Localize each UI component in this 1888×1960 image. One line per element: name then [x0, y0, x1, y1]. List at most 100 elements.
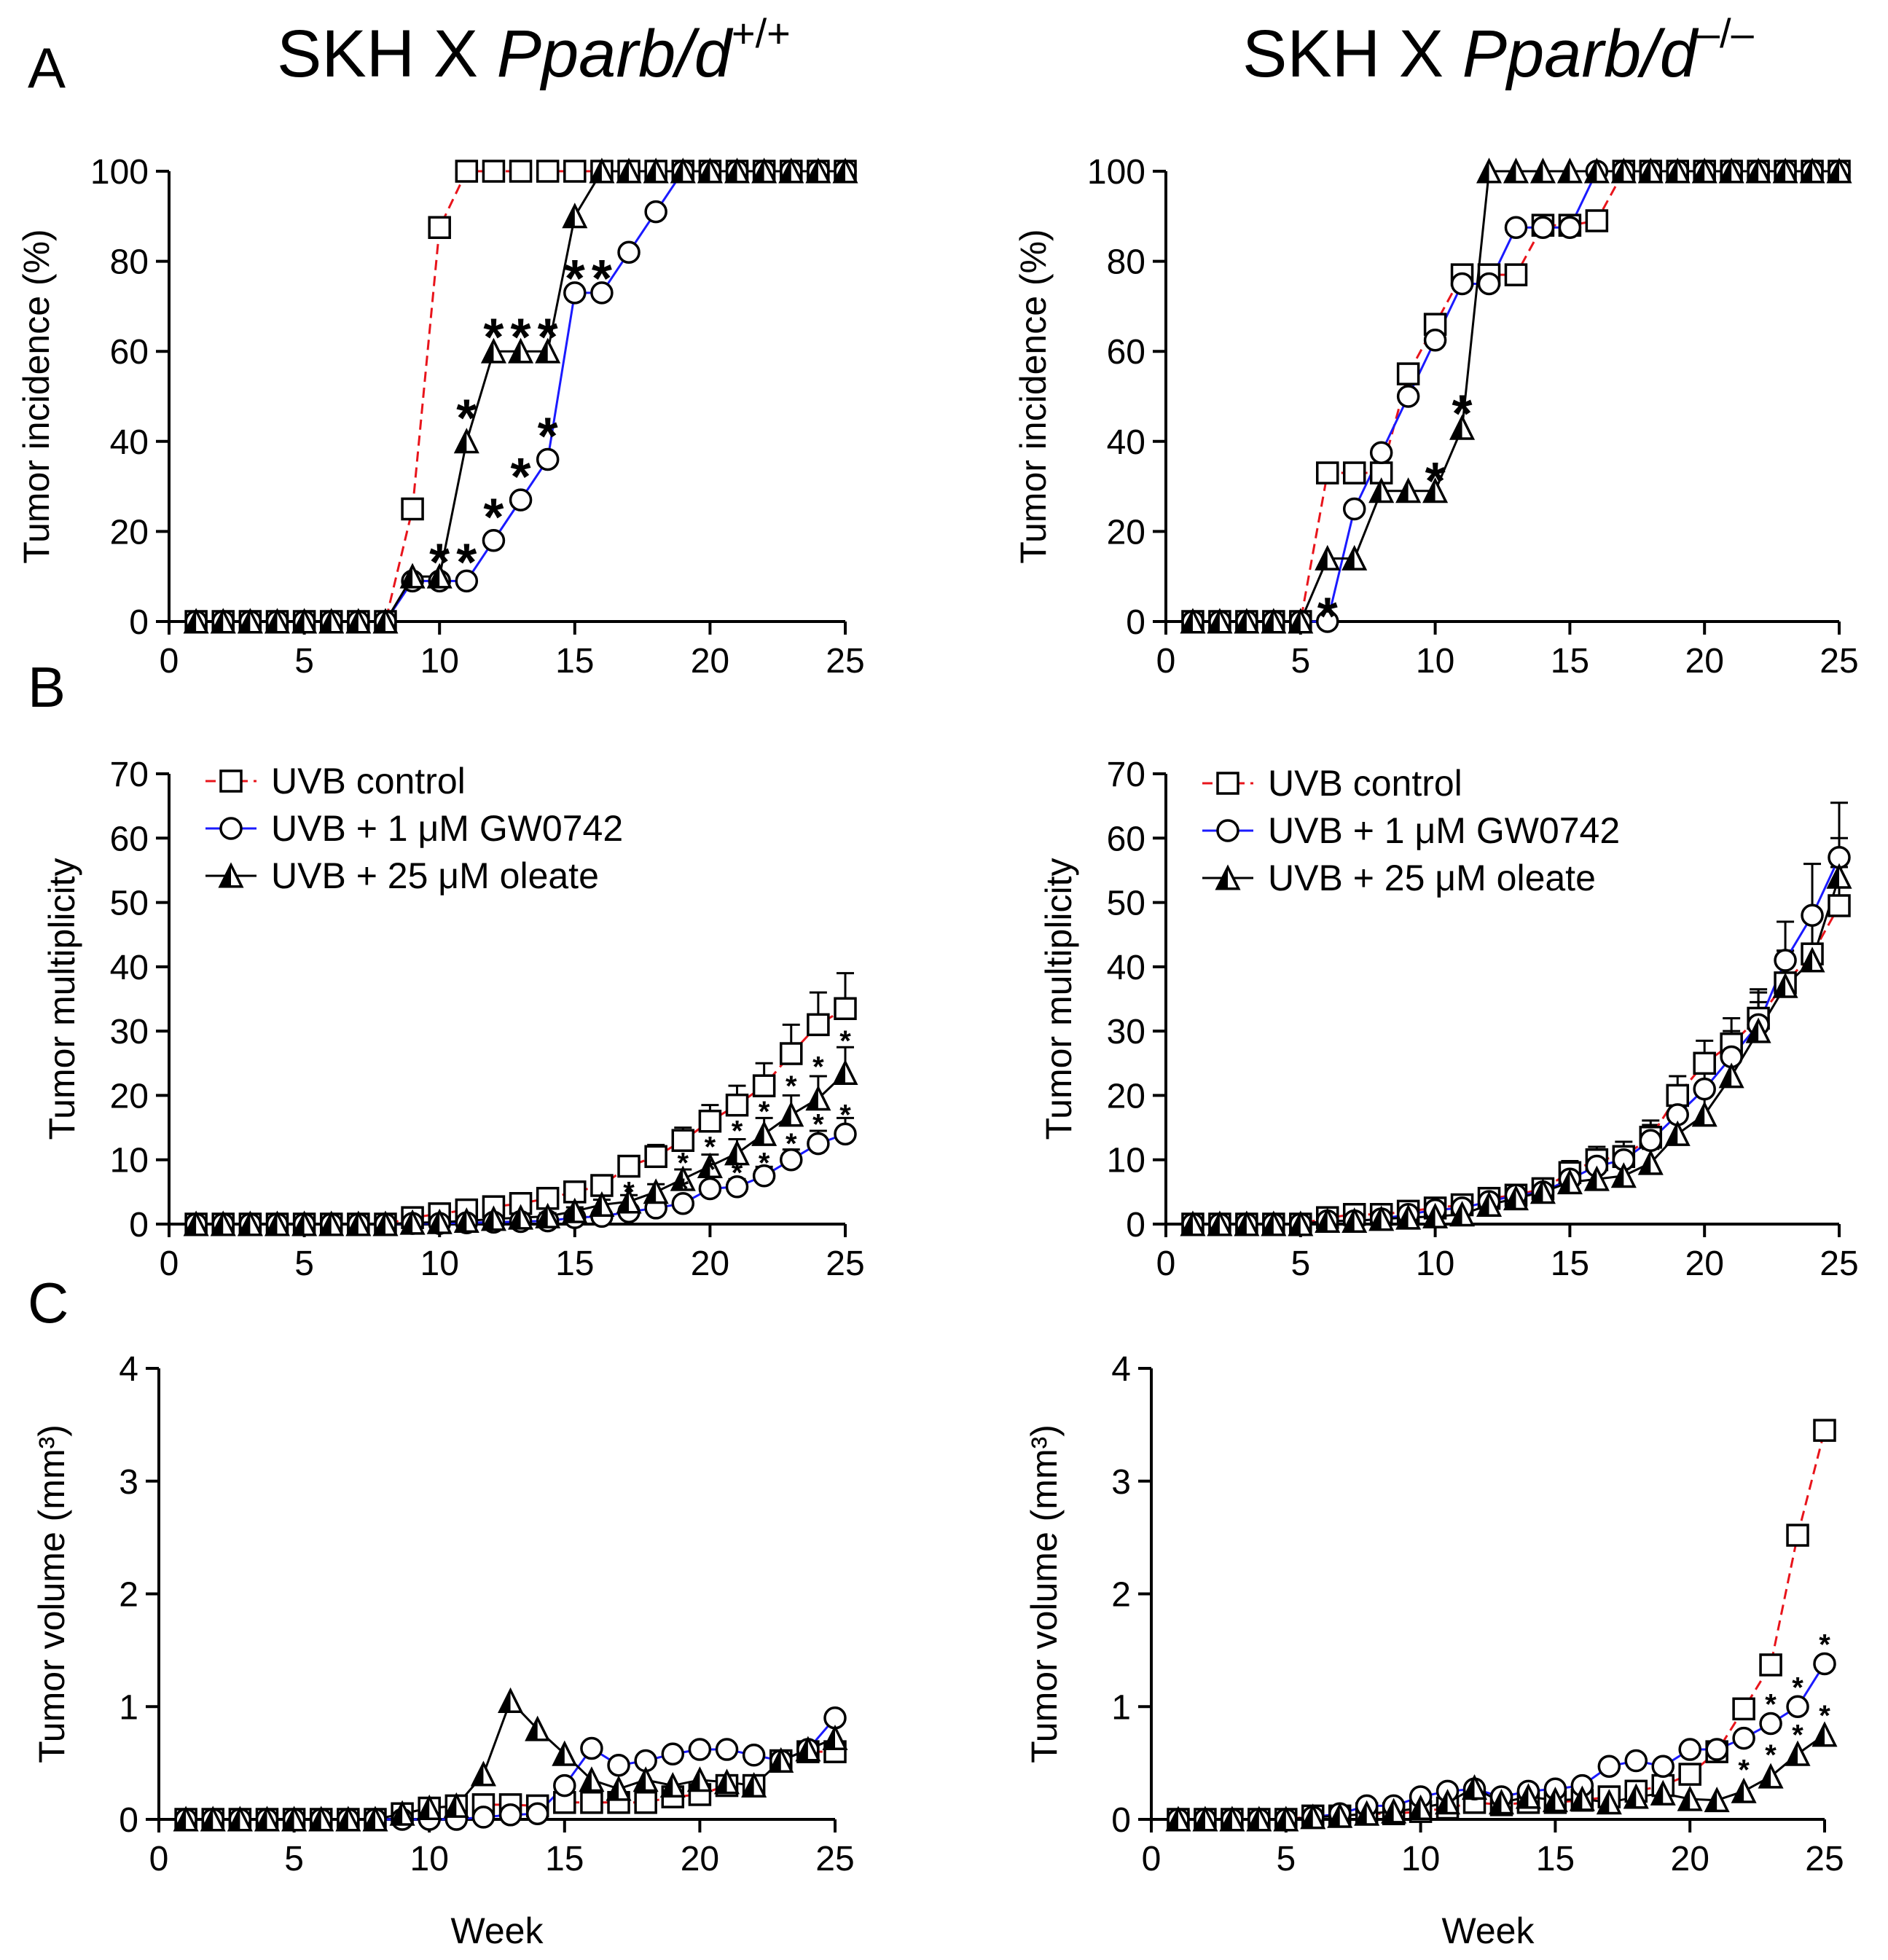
data-point-s2 — [1610, 1162, 1637, 1188]
data-point-s2 — [1327, 1802, 1353, 1828]
data-point-s2-fill — [797, 1738, 808, 1760]
data-point-s2-fill — [293, 611, 305, 632]
data-point-s1 — [1369, 441, 1393, 464]
data-point-s2-fill — [1209, 1213, 1220, 1235]
legend-marker-2-fill — [220, 865, 231, 887]
data-point-s2 — [552, 1740, 578, 1766]
data-point-s2 — [713, 1768, 740, 1795]
data-point-s2-fill — [1747, 1020, 1759, 1042]
data-point-s2 — [1529, 157, 1556, 184]
data-point-s2 — [1461, 1774, 1488, 1800]
significance-star: * — [1792, 1671, 1803, 1704]
legend-label-2: UVB + 25 μM oleate — [1268, 858, 1596, 898]
data-point-s2 — [1704, 1787, 1730, 1813]
data-point-s2 — [1826, 863, 1852, 889]
legend-label-1: UVB + 1 μM GW0742 — [271, 808, 623, 849]
data-point-s2 — [643, 157, 669, 184]
data-point-s2 — [426, 1208, 453, 1234]
data-point-s2 — [1207, 1210, 1233, 1236]
data-point-s1 — [509, 488, 533, 511]
data-point-s2 — [264, 1210, 291, 1236]
data-point-s2 — [1503, 1185, 1529, 1211]
data-point-s2 — [579, 1766, 605, 1792]
significance-star: * — [677, 1173, 689, 1205]
data-point-s2 — [1691, 157, 1717, 184]
data-point-s2-fill — [1586, 1168, 1597, 1190]
data-point-s0 — [563, 160, 587, 183]
data-point-s2-fill — [1828, 160, 1839, 182]
data-point-s2 — [1341, 1207, 1368, 1234]
data-point-s2 — [200, 1806, 226, 1832]
data-point-s2-fill — [1370, 1208, 1382, 1230]
data-point-s2 — [589, 157, 615, 184]
data-point-s2-fill — [834, 1062, 845, 1084]
data-point-s2-fill — [1290, 611, 1301, 632]
data-point-s2-fill — [1182, 611, 1193, 632]
data-point-s2-fill — [283, 1808, 294, 1830]
title-left-sup: +/+ — [732, 10, 791, 56]
data-point-s2-fill — [1451, 1204, 1462, 1226]
data-point-s2-fill — [1517, 1786, 1529, 1808]
data-point-s2 — [335, 1806, 361, 1832]
x-tick-label: 5 — [294, 1244, 314, 1283]
data-point-s2 — [1476, 1191, 1503, 1217]
data-point-s2-fill — [482, 340, 494, 362]
data-point-s2 — [632, 1766, 659, 1792]
data-point-s1 — [1342, 497, 1366, 521]
data-point-s2 — [659, 1771, 686, 1798]
data-point-s2 — [670, 157, 696, 184]
data-point-s2 — [1246, 1806, 1272, 1832]
data-point-s2 — [643, 1178, 669, 1204]
data-point-s1 — [1651, 1755, 1674, 1779]
data-point-s1 — [742, 1744, 766, 1767]
data-point-s1 — [1423, 329, 1447, 352]
data-point-s1 — [1531, 216, 1555, 239]
significance-star: * — [1819, 1700, 1830, 1732]
y-tick-label: 50 — [110, 885, 149, 923]
data-point-s2-fill — [1652, 1782, 1664, 1805]
data-point-s2 — [1395, 477, 1422, 503]
data-point-s2 — [281, 1806, 308, 1832]
significance-star: * — [786, 1128, 797, 1160]
data-point-s2 — [389, 1800, 415, 1826]
y-tick-label: 0 — [129, 603, 149, 642]
y-tick-label: 30 — [1107, 1013, 1145, 1051]
data-point-s2 — [795, 1736, 821, 1762]
data-point-s1 — [1504, 216, 1528, 239]
data-point-s2-fill — [1747, 160, 1759, 182]
data-point-s2 — [1826, 157, 1852, 184]
x-tick-label: 5 — [1276, 1840, 1296, 1878]
data-point-s2-fill — [753, 160, 764, 182]
data-point-s2-fill — [1640, 160, 1651, 182]
x-tick-label: 10 — [1401, 1840, 1440, 1878]
data-point-s0 — [1786, 1524, 1809, 1547]
data-point-s2-fill — [1236, 611, 1247, 632]
data-point-s2 — [1718, 1062, 1744, 1089]
data-point-s2 — [1745, 1017, 1771, 1043]
legend-marker-1 — [219, 817, 243, 840]
legend-marker-1 — [1216, 819, 1239, 842]
data-point-s2-fill — [239, 1213, 251, 1235]
x-tick-label: 5 — [1290, 642, 1310, 681]
data-point-s2-fill — [1194, 1808, 1205, 1830]
data-point-s2 — [1207, 608, 1233, 634]
data-point-s1 — [834, 1122, 857, 1146]
data-point-s2 — [1315, 1207, 1341, 1234]
data-point-s2-fill — [1329, 1805, 1340, 1827]
data-point-s2-fill — [726, 1142, 737, 1164]
y-tick-label: 0 — [119, 1801, 138, 1840]
data-point-s2 — [291, 1210, 318, 1236]
data-point-s2 — [1341, 544, 1368, 571]
data-point-s2-fill — [337, 1808, 348, 1830]
data-point-s2 — [443, 1792, 469, 1818]
data-point-s2 — [1368, 1205, 1395, 1231]
x-tick-label: 10 — [420, 1244, 459, 1283]
data-point-s1 — [525, 1802, 549, 1826]
data-point-s2 — [291, 608, 318, 634]
data-point-s1 — [553, 1773, 576, 1798]
data-point-s2-fill — [1382, 1800, 1394, 1822]
data-point-s2-fill — [185, 1213, 197, 1235]
data-point-s2 — [1664, 157, 1691, 184]
data-point-s1 — [617, 240, 641, 264]
title-left-gene: Pparb/d — [497, 17, 734, 91]
